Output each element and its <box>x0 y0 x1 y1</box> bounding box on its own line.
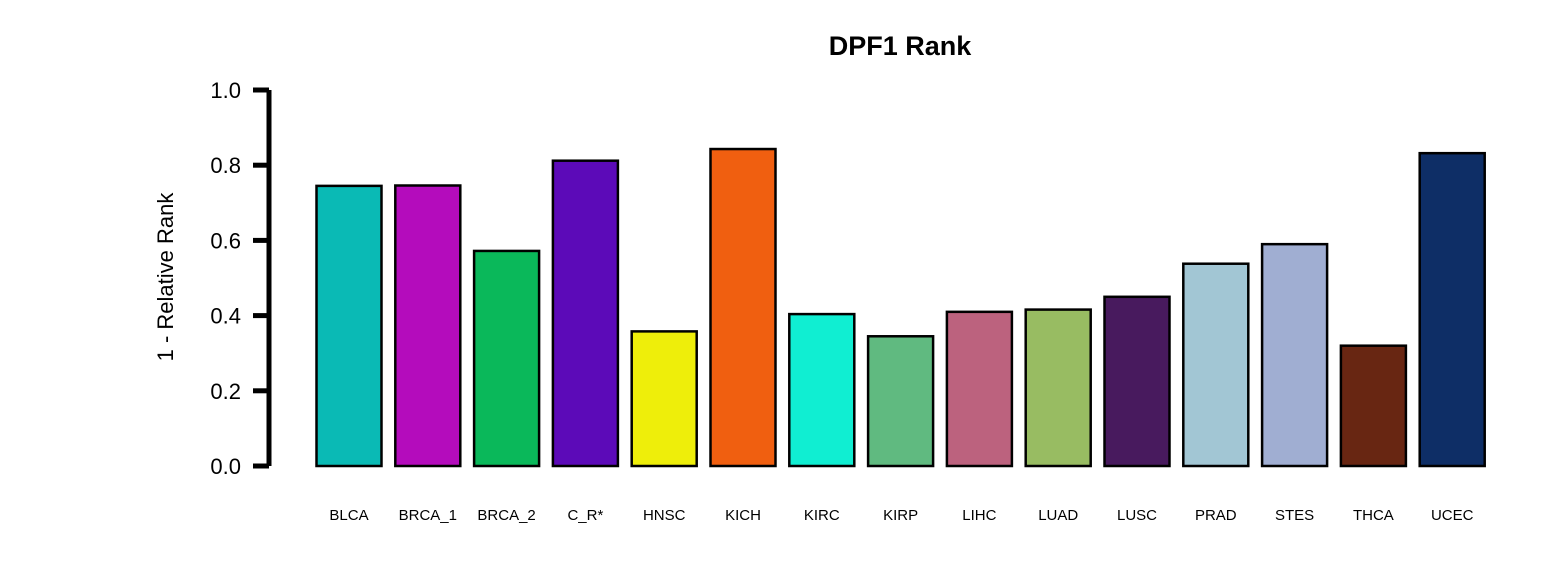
bar-hnsc <box>630 330 698 468</box>
bar-prad <box>1182 262 1250 468</box>
bars-group <box>315 147 1486 468</box>
bar-brca-2 <box>472 249 541 468</box>
chart-title: DPF1 Rank <box>829 31 973 61</box>
bar-kirp <box>866 335 935 468</box>
x-tick-label: BLCA <box>329 507 368 524</box>
x-tick-label: PRAD <box>1195 507 1237 524</box>
x-tick-label: LUSC <box>1117 507 1157 524</box>
y-tick-label: 0.6 <box>210 228 241 253</box>
bar-kirc <box>788 312 856 468</box>
bar-lihc <box>945 310 1014 468</box>
y-tick-label: 0.4 <box>210 304 241 329</box>
y-axis: 0.0 0.2 0.4 0.6 0.8 1.0 <box>210 78 272 479</box>
x-tick-label: BRCA_1 <box>399 507 457 524</box>
bar-stes <box>1260 242 1329 468</box>
x-tick-label: THCA <box>1353 507 1394 524</box>
y-tick-label: 0.2 <box>210 379 241 404</box>
bar-thca <box>1339 344 1408 468</box>
y-tick-label: 0.0 <box>210 454 241 479</box>
y-axis-label: 1 - Relative Rank <box>153 192 178 362</box>
x-tick-label: UCEC <box>1431 507 1474 524</box>
x-tick-labels: BLCA BRCA_1 BRCA_2 C_R* HNSC KICH KIRC KIRP LIHC… <box>329 507 1473 524</box>
x-tick-label: KIRP <box>883 507 918 524</box>
y-tick-label: 0.8 <box>210 153 241 178</box>
x-tick-label: BRCA_2 <box>477 507 535 524</box>
bar-lusc <box>1103 295 1171 468</box>
x-tick-label: STES <box>1275 507 1314 524</box>
bar-brca-1 <box>394 184 462 468</box>
x-tick-label: KIRC <box>804 507 840 524</box>
bar-ucec <box>1418 151 1486 468</box>
bar-luad <box>1024 308 1092 468</box>
bar-kich <box>709 147 777 468</box>
x-tick-label: LUAD <box>1038 507 1078 524</box>
bar-blca <box>315 184 383 468</box>
x-tick-label: C_R* <box>567 507 603 524</box>
x-tick-label: HNSC <box>643 507 686 524</box>
x-tick-label: KICH <box>725 507 761 524</box>
y-tick-label: 1.0 <box>210 78 241 103</box>
bar-c-r <box>551 159 620 468</box>
x-tick-label: LIHC <box>962 507 996 524</box>
